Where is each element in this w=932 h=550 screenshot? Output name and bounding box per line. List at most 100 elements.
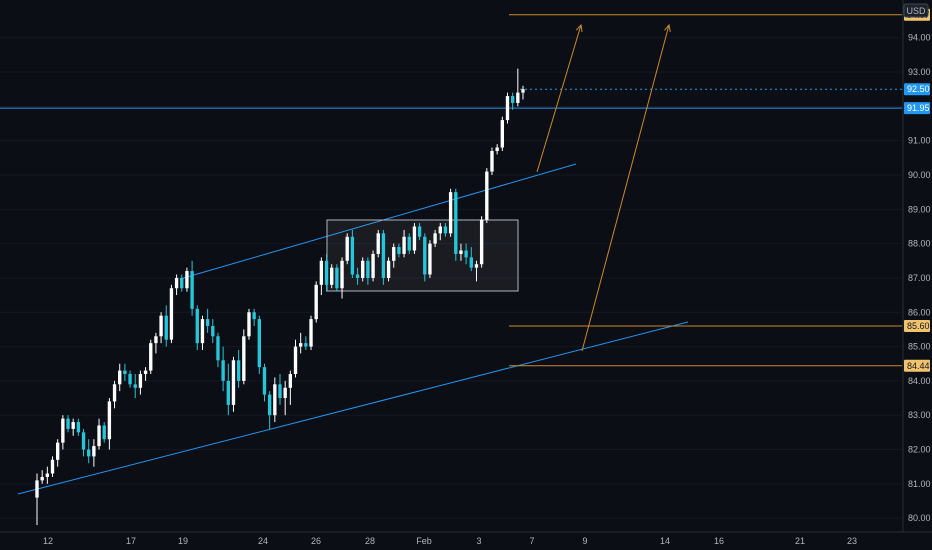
y-tick-label: 82.00 [908,445,931,455]
lower-trendline [17,321,689,495]
currency-label-text: USD [906,6,926,16]
candle-body [474,264,479,268]
x-tick-label: Feb [416,536,432,546]
candle-body [133,384,137,388]
candle-body [226,380,230,405]
x-tick-label: 17 [126,536,136,546]
candle-body [345,236,349,261]
candle-body [464,250,468,258]
candle-body [335,267,339,289]
price-tag-low: 84.44 [904,359,930,372]
candle-body [143,370,148,375]
candle-body [319,260,324,285]
projection-arrow-1 [536,24,582,173]
price-tag-text: 92.50 [907,84,930,94]
candle-body [350,236,355,275]
candles [35,68,525,525]
price-tag-h-line: 91.95 [904,102,930,115]
y-tick-label: 89.00 [908,204,931,214]
candle-body [216,336,220,361]
candle-body [247,312,251,337]
candle-body [159,315,163,337]
candle-body [154,336,158,344]
candle-body [66,418,70,429]
candle-body [376,233,380,254]
candle-body [402,236,406,254]
candle-body [180,277,184,289]
candle-body [448,192,453,234]
candle-body [417,226,422,237]
candle-body [490,150,494,172]
candle-body [521,89,525,93]
candle-body [443,226,448,234]
candle-body [299,343,303,347]
candle-body [149,343,153,371]
price-tag-bg [904,359,930,372]
x-tick-label: 21 [795,536,805,546]
candle-body [309,319,313,347]
candle-body [454,192,458,254]
y-tick-label: 91.00 [908,136,931,146]
candle-body [433,233,437,244]
candle-body [423,236,427,275]
time-axis[interactable]: 12 17 19 24 26 28 Feb 3 7 9 14 16 21 23 [0,531,932,546]
candle-body [371,253,375,278]
price-tag-text: 85.60 [907,321,930,331]
candle-body [87,449,91,457]
drawings[interactable] [0,14,902,495]
candle-body [392,247,396,261]
candle-body [205,319,210,326]
candle-body [469,257,473,268]
price-tag-mid: 85.60 [904,319,930,332]
candle-body [324,260,329,285]
candle-body [267,394,272,416]
candle-body [459,250,463,254]
candle-body [211,325,215,337]
candle-body [510,96,515,103]
candle-body [273,384,277,416]
candle-body [169,288,174,340]
candle-body [500,120,504,148]
candle-body [330,267,334,285]
x-tick-label: 14 [660,536,670,546]
candle-body [438,226,442,234]
x-tick-label: 3 [476,536,481,546]
y-tick-label: 84.00 [908,376,931,386]
projection-arrow-1-head [575,23,583,32]
candle-body [340,260,344,289]
candle-body [200,319,205,344]
candle-body [81,432,86,450]
candle-body [195,308,199,344]
candle-body [112,384,117,402]
candle-body [516,92,520,103]
y-tick-label: 85.00 [908,342,931,352]
candle-body [288,374,293,388]
candle-body [138,374,143,388]
candle-body [236,360,241,381]
y-tick-label: 81.00 [908,479,931,489]
consolidation-box [326,219,519,292]
projection-arrow-2-head [664,23,671,32]
candle-body [412,226,417,251]
y-tick-label: 93.00 [908,67,931,77]
x-tick-label: 16 [714,536,724,546]
candle-body [61,418,65,443]
candle-body [221,360,225,381]
candle-body [185,271,189,289]
candle-body [71,422,75,429]
candle-body [174,277,179,289]
x-tick-label: 19 [178,536,188,546]
price-tag-bg [904,83,930,96]
candle-body [123,370,127,375]
candle-body [231,360,236,405]
price-tag-current: 92.50 [904,83,930,96]
candle-body [257,319,261,368]
x-tick-label: 26 [311,536,321,546]
candle-body [283,387,287,399]
y-tick-label: 90.00 [908,170,931,180]
price-tag-text: 91.95 [907,103,930,113]
currency-label[interactable]: USD [903,3,929,18]
candle-body [40,476,44,481]
candle-body [293,346,298,375]
